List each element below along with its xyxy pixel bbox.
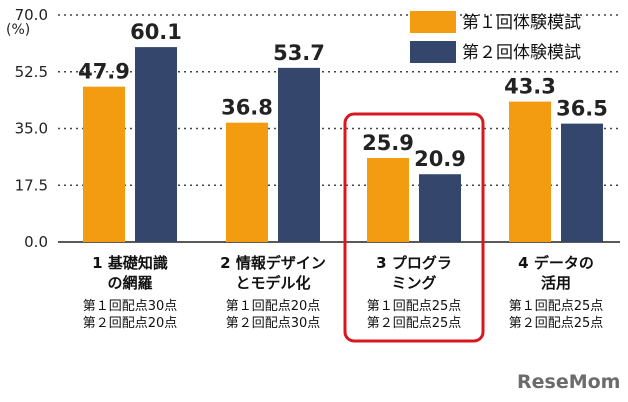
category-note: 第２回配点25点: [509, 316, 604, 331]
highlight-box: [343, 112, 485, 343]
bar: [561, 123, 603, 242]
y-tick-label: 35.0: [15, 120, 48, 138]
bars: [83, 47, 603, 243]
category-note: 第１回配点30点: [83, 299, 178, 314]
legend-label: 第１回体験模試: [462, 13, 581, 33]
category-label: 1 基礎知識: [92, 254, 168, 272]
bar: [83, 86, 125, 242]
value-label: 36.8: [221, 96, 273, 120]
category-label: 4 データの: [518, 254, 594, 272]
legend-label: 第２回体験模試: [462, 43, 581, 63]
category-note: 第２回配点30点: [226, 316, 321, 331]
value-label: 53.7: [273, 41, 325, 65]
value-label: 47.9: [78, 60, 130, 84]
category-label: 3 プログラ: [376, 254, 452, 272]
y-axis-unit: (%): [6, 22, 30, 38]
category-label: 活用: [541, 274, 571, 292]
category-label: 2 情報デザイン: [220, 254, 326, 272]
y-tick-label: 52.5: [15, 63, 48, 81]
category-label: ミング: [391, 274, 436, 292]
bar: [367, 158, 409, 242]
category-note: 第２回配点20点: [83, 316, 178, 331]
bar: [509, 101, 551, 242]
category-label: の網羅: [107, 274, 152, 292]
y-tick-label: 70.0: [15, 6, 48, 24]
legend-swatch: [410, 41, 456, 63]
bar: [278, 67, 320, 242]
category-note: 第２回配点25点: [367, 316, 462, 331]
y-tick-label: 17.5: [15, 176, 48, 194]
y-tick-label: 0.0: [24, 233, 48, 251]
y-axis-ticks: 70.0 52.5 35.0 17.5 0.0: [15, 6, 48, 251]
value-label: 60.1: [130, 20, 182, 44]
value-label: 25.9: [362, 131, 414, 155]
value-label: 36.5: [556, 97, 608, 121]
bar: [226, 122, 268, 242]
value-label: 43.3: [504, 75, 556, 99]
value-label: 20.9: [414, 147, 466, 171]
category-note: 第１回配点25点: [367, 299, 462, 314]
value-labels: 47.9 36.8 25.9 43.3 60.1 53.7 20.9 36.5: [78, 20, 608, 171]
legend-swatch: [410, 11, 456, 33]
category-note: 第１回配点20点: [226, 299, 321, 314]
resemom-logo: ReseMom: [517, 371, 620, 393]
category-note: 第１回配点25点: [509, 299, 604, 314]
bar: [135, 47, 177, 243]
category-label: とモデル化: [235, 274, 310, 292]
bar: [419, 174, 461, 242]
